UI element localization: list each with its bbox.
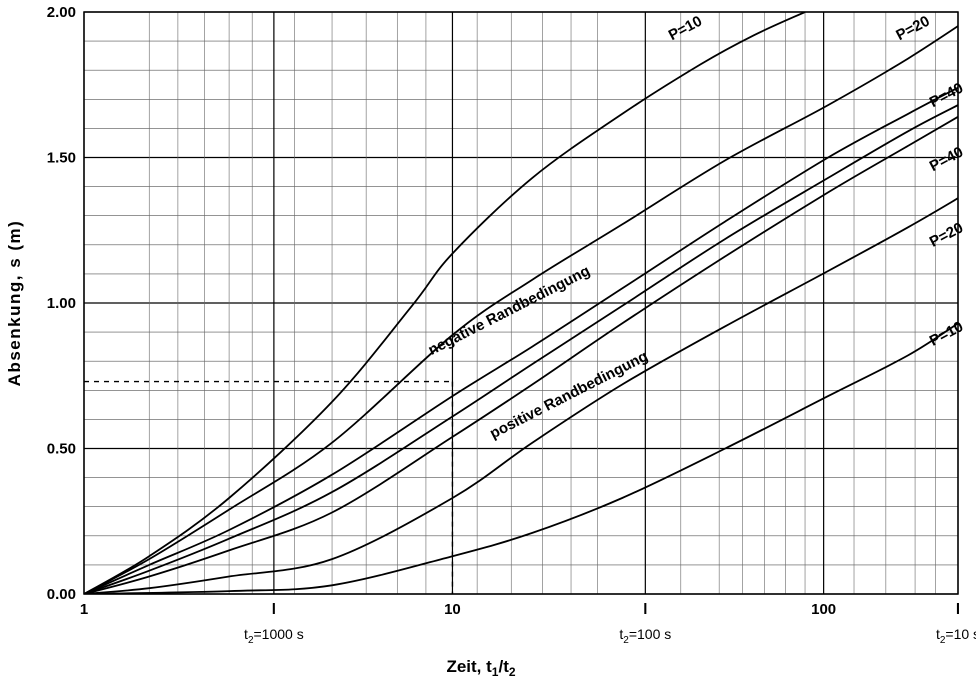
y-tick-label: 0.50 xyxy=(47,441,76,458)
curve-label: P=20 xyxy=(893,13,932,45)
y-tick-label: 1.00 xyxy=(47,295,76,312)
x-tick-labels: 1 l 10 l 100 l xyxy=(80,601,960,618)
curves xyxy=(84,12,958,594)
axis-titles: Absenkung, s (m) Zeit, t1/t2 xyxy=(5,220,516,679)
reference-lines xyxy=(84,380,454,594)
series-line-5 xyxy=(84,116,958,594)
x-tick-label: 100 xyxy=(811,601,836,618)
time-note: t2=1000 s xyxy=(244,626,304,646)
x-tick-label: l xyxy=(956,601,960,618)
series-line-2 xyxy=(84,25,958,594)
series-line-1 xyxy=(84,12,806,594)
series-line-4 xyxy=(84,104,958,594)
y-tick-label: 2.00 xyxy=(47,4,76,21)
plot-frame xyxy=(83,11,959,595)
series-line-6 xyxy=(84,197,958,594)
y-tick-label: 0.00 xyxy=(47,586,76,603)
y-tick-labels: 0.00 0.50 1.00 1.50 2.00 xyxy=(47,4,76,603)
annotation: negative Randbedingung xyxy=(426,262,593,358)
curve-label: P=10 xyxy=(927,318,966,350)
curve-labels: P=10 P=20 P=40 P=40 P=20 P=10 xyxy=(666,13,966,350)
x-tick-label: l xyxy=(272,601,276,618)
curve-label: P=20 xyxy=(927,219,966,251)
curve-label: P=40 xyxy=(927,79,966,111)
time-note: t2=100 s xyxy=(619,626,671,646)
series-line-3 xyxy=(84,86,958,594)
x-tick-label: l xyxy=(643,601,647,618)
grid xyxy=(83,11,959,595)
x-axis-title: Zeit, t1/t2 xyxy=(446,657,515,679)
series-line-7 xyxy=(84,322,958,594)
time-note: t2=10 s xyxy=(936,626,976,646)
curve-label: P=40 xyxy=(927,144,966,176)
y-axis-title: Absenkung, s (m) xyxy=(5,220,24,387)
time-notes: t2=1000 s t2=100 s t2=10 s xyxy=(244,626,976,646)
x-tick-label: 10 xyxy=(444,601,461,618)
curve-label: P=10 xyxy=(666,13,705,45)
x-tick-label: 1 xyxy=(80,601,88,618)
y-tick-label: 1.50 xyxy=(47,150,76,167)
annotation: positive Randbedingung xyxy=(487,348,651,443)
